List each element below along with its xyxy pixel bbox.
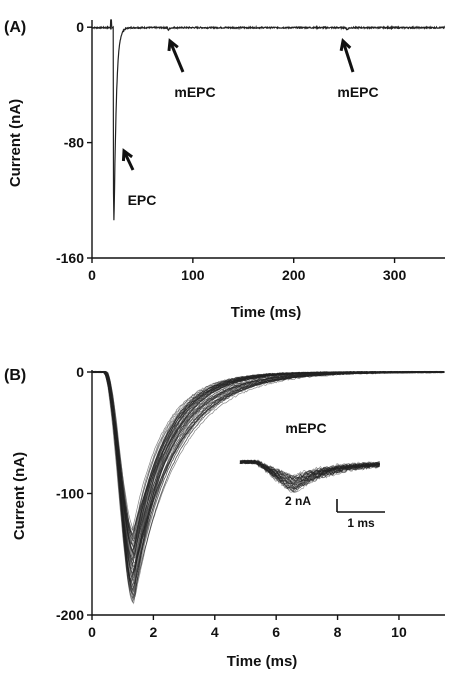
panel-b-trace-9: [91, 371, 445, 593]
panel-a-arrow-2: [341, 40, 355, 73]
inset-trace-39: [239, 459, 380, 478]
panel-b-ylabel: Current (nA): [11, 452, 28, 540]
panel-b-xtick-label-1: 2: [149, 624, 157, 640]
panel-b-inset: mEPC 2 nA 1 ms: [239, 420, 385, 530]
panel-b-trace-59: [91, 371, 445, 531]
panel-a-label: (A): [4, 19, 26, 36]
panel-b-trace-3: [91, 370, 445, 599]
panel-a-ytick-label-1: -80: [64, 135, 84, 151]
panel-b-xtick-label-2: 4: [211, 624, 219, 640]
panel-b-xtick-label-5: 10: [391, 624, 407, 640]
panel-b-trace-21: [91, 371, 445, 578]
panel-b-trace-4: [91, 371, 445, 600]
scale-bar-y-label: 2 nA: [285, 494, 311, 508]
panel-b-xtick-label-4: 8: [334, 624, 342, 640]
panel-b-trace-10: [91, 370, 445, 591]
panel-a-annotation-0: EPC: [128, 192, 157, 208]
panel-a-ylabel: Current (nA): [7, 99, 24, 187]
panel-a-ytick-label-0: 0: [76, 19, 84, 35]
panel-a-annotation-1: mEPC: [174, 84, 215, 100]
panel-b-ytick-label-2: -200: [56, 607, 84, 623]
panel-a-arrow-0: [122, 150, 135, 171]
inset-traces: [239, 459, 380, 493]
panel-b-trace-11: [91, 370, 445, 591]
panel-a-xtick-label-1: 100: [181, 267, 205, 283]
panel-b-xtick-label-0: 0: [88, 624, 96, 640]
panel-a-xtick-label-2: 200: [282, 267, 306, 283]
panel-a-arrowhead-0: [121, 148, 133, 162]
panel-b-xlabel: Time (ms): [227, 653, 298, 670]
panel-b-traces: [91, 370, 445, 605]
panel-b-xtick-label-3: 6: [272, 624, 280, 640]
panel-b-ytick-label-0: 0: [76, 364, 84, 380]
panel-b-trace-20: [91, 370, 445, 579]
panel-b-label: (B): [4, 367, 26, 384]
inset-label: mEPC: [285, 420, 326, 436]
scale-bar-x-label: 1 ms: [347, 516, 375, 530]
panel-a-arrow-1: [168, 40, 185, 73]
panel-a-trace: [91, 19, 446, 221]
panel-a-xtick-label-0: 0: [88, 267, 96, 283]
inset-trace-38: [239, 459, 380, 479]
panel-a-xtick-label-3: 300: [383, 267, 407, 283]
panel-b-ytick-label-1: -100: [56, 486, 84, 502]
panel-a-arrowhead-1: [167, 38, 179, 52]
panel-a-annotation-2: mEPC: [337, 84, 378, 100]
panel-a-xlabel: Time (ms): [231, 304, 302, 321]
panel-b-trace-8: [91, 370, 445, 592]
panel-a-arrowhead-2: [339, 38, 352, 52]
panel-a-ytick-label-2: -160: [56, 250, 84, 266]
